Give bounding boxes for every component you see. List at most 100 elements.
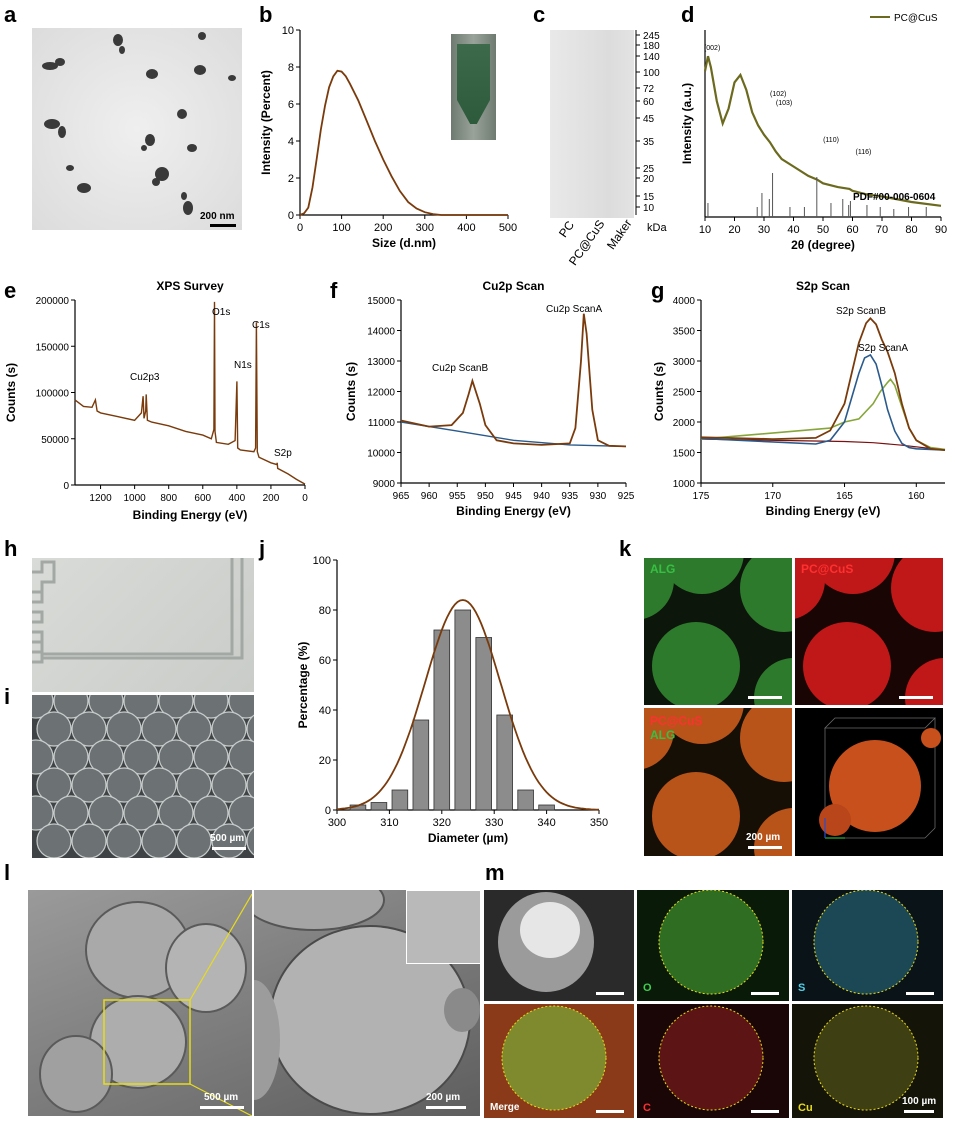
eds-sem-sphere (498, 892, 594, 992)
l-left-scale-label: 500 µm (204, 1092, 239, 1103)
peak-annotation: (103) (776, 100, 792, 107)
histogram-bar (454, 609, 472, 811)
cu2p-scanB-label: Cu2p ScanB (432, 363, 488, 374)
microsphere (141, 767, 177, 803)
k-pccus-scale-bar (899, 696, 933, 699)
x-axis-label: Size (d.nm) (372, 236, 436, 250)
marker-label: 100 (643, 68, 660, 79)
gaussian-fit-curve (336, 599, 600, 811)
y-tick-label: 20 (319, 755, 331, 767)
x-tick-label: 0 (297, 222, 303, 234)
peak-label: N1s (234, 360, 252, 371)
cu2p-envelope (400, 313, 627, 448)
x-tick-label: 90 (935, 224, 947, 236)
x-tick-label: 70 (876, 224, 888, 236)
microsphere (32, 695, 54, 719)
y-tick-label: 14000 (367, 327, 395, 338)
microsphere (88, 795, 124, 831)
y-tick-label: 100 (313, 555, 331, 567)
microsphere (228, 695, 254, 719)
histogram-bar (370, 802, 388, 811)
peak-label: O1s (212, 307, 230, 318)
microsphere (193, 795, 229, 831)
y-tick-label: 150000 (36, 342, 70, 353)
y-axis-label: Intensity (Percent) (259, 70, 273, 175)
panel-label-g: g (651, 278, 665, 303)
histogram-bar (391, 789, 409, 811)
microsphere (246, 826, 254, 856)
x-tick-label: 330 (485, 817, 503, 829)
gel-lane-label-maker: Maker (604, 216, 635, 253)
microsphere (71, 711, 107, 747)
y-tick-label: 2500 (673, 388, 696, 399)
y-tick-label: 6 (288, 99, 294, 111)
y-tick-label: 60 (319, 655, 331, 667)
panel-label-j: j (259, 536, 266, 561)
s2p-scanA-label: S2p ScanA (858, 343, 908, 354)
xrd-curve (703, 55, 942, 207)
x-tick-label: 20 (728, 224, 740, 236)
chart-title: XPS Survey (156, 279, 224, 293)
l-right-scale-label: 200 µm (426, 1092, 461, 1103)
microsphere (141, 711, 177, 747)
s2p-envelope (700, 316, 946, 451)
y-tick-label: 2000 (673, 418, 696, 429)
x-tick-label: 30 (758, 224, 770, 236)
y-axis-label: Counts (s) (652, 362, 666, 421)
microsphere (71, 767, 107, 803)
k-label-pccus: PC@CuS (801, 562, 854, 576)
microsphere (88, 739, 124, 775)
vial-liquid (457, 44, 490, 124)
histogram-bar (475, 637, 492, 811)
microfluidic-chip-image (32, 558, 254, 692)
eds-o-dots (658, 890, 764, 995)
tem-scale-bar (210, 224, 236, 227)
gel-unit-label: kDa (647, 222, 667, 234)
microsphere (106, 767, 142, 803)
x-tick-label: 300 (328, 817, 346, 829)
panel-label-a: a (4, 2, 17, 27)
y-tick-label: 1500 (673, 449, 696, 460)
marker-label: 140 (643, 52, 660, 63)
histogram-bar (412, 719, 430, 811)
sem-overview-image: 500 µm (28, 890, 252, 1116)
eds-merge-map: Merge (484, 1004, 634, 1118)
x-tick-label: 340 (537, 817, 555, 829)
y-tick-label: 11000 (368, 418, 396, 429)
dls-inset-vial-photo (451, 34, 496, 140)
cu2p-background (400, 421, 627, 448)
y-tick-label: 8 (288, 62, 294, 74)
peak-annotation: (110) (823, 137, 839, 144)
x-tick-label: 200 (263, 493, 280, 504)
s2p-scanB-label: S2p ScanB (836, 306, 886, 317)
microsphere (106, 823, 142, 858)
x-tick-label: 1000 (124, 493, 147, 504)
x-tick-label: 945 (505, 491, 522, 502)
microsphere (123, 739, 159, 775)
marker-label: 72 (643, 84, 655, 95)
eds-s-dots (813, 890, 919, 995)
eds-cu-dots (813, 1005, 919, 1111)
x-axis-label: Diameter (µm) (428, 831, 508, 845)
microsphere (176, 823, 212, 858)
eds-cu-map: Cu 100 µm (792, 1004, 943, 1118)
histogram-bar (496, 714, 513, 811)
panel-label-f: f (330, 278, 338, 303)
gel-image (550, 30, 634, 218)
y-tick-label: 0 (63, 481, 69, 492)
x-tick-label: 100 (332, 222, 350, 234)
alg-spheres (644, 558, 792, 705)
chip-channels (32, 558, 244, 664)
marker-label: 45 (643, 114, 655, 125)
m-label-s: S (798, 982, 806, 994)
x-tick-label: 930 (590, 491, 607, 502)
histogram-bar (517, 789, 534, 811)
y-tick-label: 40 (319, 705, 331, 717)
eds-sem-image (484, 890, 634, 1001)
microsphere (176, 767, 212, 803)
panel-label-d: d (681, 2, 695, 27)
x-tick-label: 10 (699, 224, 711, 236)
microsphere (158, 739, 194, 775)
x-tick-label: 310 (380, 817, 398, 829)
x-tick-label: 80 (905, 224, 917, 236)
